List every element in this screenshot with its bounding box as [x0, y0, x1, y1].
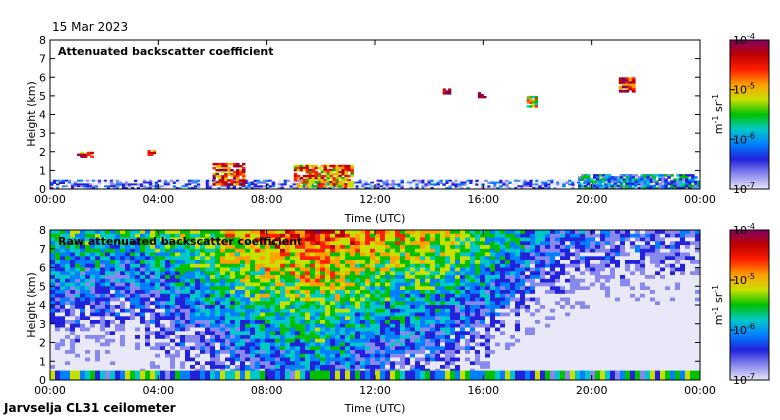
y-tick-label: 1 [39, 164, 46, 177]
y-tick-label: 2 [39, 146, 46, 159]
y-tick-label: 6 [39, 262, 46, 275]
y-tick-label: 3 [39, 127, 46, 140]
x-tick-label: 00:00 [684, 384, 716, 397]
x-tick-label: 20:00 [576, 193, 608, 206]
y-tick-label: 7 [39, 53, 46, 66]
feature-mid-cloud-b [477, 92, 487, 99]
station-label: Jarvselja CL31 ceilometer [4, 401, 176, 415]
x-tick-label: 04:00 [142, 193, 174, 206]
y-tick-label: 2 [39, 337, 46, 350]
colorbar-tick-label: 10-5 [733, 82, 755, 97]
x-tick-label: 04:00 [142, 384, 174, 397]
heatmap-bottom [50, 230, 701, 381]
x-axis-label-bottom: Time (UTC) [344, 402, 406, 415]
axes-bottom: 00:00 04:00 08:00 12:00 16:00 20:00 00:0001234… [34, 224, 716, 397]
feature-evening-aerosol [578, 174, 701, 190]
colorbar-unit-bottom: m-1 sr-1 [711, 285, 725, 325]
colorbar-tick-label: 10-7 [733, 181, 755, 196]
feature-early-cloud-2 [147, 149, 157, 156]
y-tick-label: 5 [39, 90, 46, 103]
feature-mid-cloud-a [442, 88, 452, 95]
x-tick-label: 16:00 [467, 384, 499, 397]
x-tick-label: 08:00 [251, 384, 283, 397]
y-tick-label: 0 [39, 374, 46, 387]
feature-early-low-cloud [77, 151, 94, 158]
y-tick-label: 7 [39, 243, 46, 256]
y-tick-label: 5 [39, 280, 46, 293]
x-tick-label: 08:00 [251, 193, 283, 206]
y-tick-label: 4 [39, 299, 46, 312]
colorbar-tick-label: 10-5 [733, 272, 755, 287]
feature-morning-cloud [212, 162, 246, 186]
colorbar-tick-label: 10-6 [733, 322, 755, 337]
feature-high-cloud-d [618, 77, 636, 93]
feature-high-cloud-c [526, 95, 538, 108]
x-tick-label: 00:00 [34, 193, 66, 206]
axes-top: 00:00 04:00 08:00 12:00 16:00 20:00 00:0001234… [34, 34, 716, 206]
colorbar-top: 10-7 10-6 10-5 10-4 m-1 sr-1 [711, 32, 770, 196]
colorbar-unit-top: m-1 sr-1 [711, 94, 725, 134]
colorbar-tick-label: 10-4 [733, 222, 755, 237]
x-tick-label: 00:00 [34, 384, 66, 397]
colorbar-gradient-bottom [729, 229, 770, 381]
date-label: 15 Mar 2023 [52, 20, 129, 34]
colorbar-tick-label: 10-4 [733, 32, 755, 47]
panel-raw: 00:00 04:00 08:00 12:00 16:00 20:00 00:0001234… [25, 224, 716, 415]
panel-attenuated: 00:00 04:00 08:00 12:00 16:00 20:00 00:0001234… [25, 34, 716, 225]
y-tick-label: 8 [39, 224, 46, 237]
y-tick-label: 3 [39, 318, 46, 331]
x-tick-label: 16:00 [467, 193, 499, 206]
y-tick-label: 8 [39, 34, 46, 47]
y-axis-label-top: Height (km) [25, 81, 38, 147]
y-tick-label: 0 [39, 183, 46, 196]
noise-field [50, 230, 701, 381]
colorbar-gradient-top [729, 39, 770, 190]
x-tick-label: 12:00 [359, 384, 391, 397]
panel-title-top: Attenuated backscatter coefficient [58, 45, 274, 58]
x-tick-label: 12:00 [359, 193, 391, 206]
x-tick-label: 20:00 [576, 384, 608, 397]
plot-area-top [50, 40, 700, 189]
colorbar-tick-label: 10-7 [733, 372, 755, 387]
colorbar-tick-label: 10-6 [733, 131, 755, 146]
heatmap-top [50, 77, 701, 190]
y-tick-label: 1 [39, 355, 46, 368]
colorbar-bottom: 10-7 10-6 10-5 10-4 m-1 sr-1 [711, 222, 770, 387]
panel-title-bottom: Raw attenuated backscatter coefficient [58, 235, 302, 248]
y-axis-label-bottom: Height (km) [25, 272, 38, 338]
x-axis-label-top: Time (UTC) [344, 212, 406, 225]
feature-midday-cloud [293, 164, 354, 188]
y-tick-label: 4 [39, 109, 46, 122]
surface-layer [50, 370, 701, 380]
x-tick-label: 00:00 [684, 193, 716, 206]
y-tick-label: 6 [39, 71, 46, 84]
